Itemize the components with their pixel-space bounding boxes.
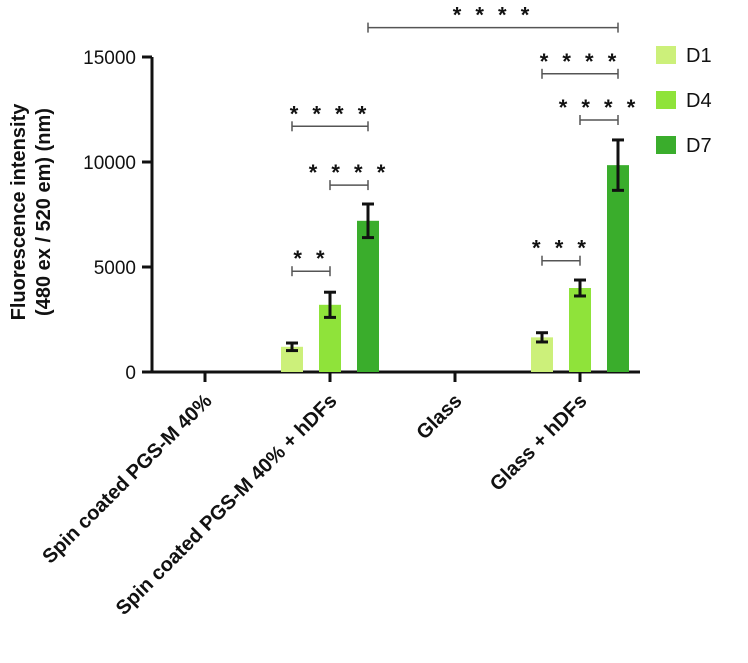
bar [357, 220, 379, 372]
significance-label: * * * [532, 236, 590, 261]
axes [150, 57, 640, 374]
y-ticks: 0 5000 10000 15000 [83, 48, 152, 384]
bar [569, 288, 591, 372]
significance-label: * * [293, 246, 328, 271]
significance-annotations: * ** * * ** * * ** * ** * * ** * * ** * … [290, 3, 640, 277]
significance-label: * * * * [453, 3, 534, 28]
bar [281, 346, 303, 372]
y-axis-label-line1: Fluorescence intensity [8, 103, 30, 321]
legend-label: D1 [686, 45, 712, 67]
y-tick-label: 15000 [83, 48, 136, 69]
y-tick-label: 10000 [83, 153, 136, 174]
legend-swatch [656, 46, 676, 64]
category-labels: Spin coated PGS-M 40%Spin coated PGS-M 4… [38, 390, 591, 620]
y-tick-label: 0 [125, 363, 136, 384]
legend-label: D7 [686, 135, 712, 157]
bar [531, 337, 553, 372]
legend-swatch [656, 136, 676, 154]
significance-label: * * * * [290, 101, 371, 126]
category-label: Spin coated PGS-M 40% + hDFs [112, 390, 342, 620]
y-axis-label-line2: (480 ex / 520 em) (nm) [33, 108, 55, 316]
significance-label: * * * * [309, 160, 390, 185]
category-label: Glass + hDFs [486, 390, 592, 496]
legend: D1 D4 D7 [656, 45, 712, 157]
bars [281, 165, 629, 372]
legend-label: D4 [686, 90, 712, 112]
x-ticks [203, 372, 582, 382]
legend-swatch [656, 91, 676, 109]
y-tick-label: 5000 [94, 258, 136, 279]
y-axis-label: Fluorescence intensity (480 ex / 520 em)… [8, 103, 55, 321]
category-label: Glass [412, 390, 466, 444]
significance-label: * * * * [559, 95, 640, 120]
error-bars [286, 138, 624, 353]
significance-label: * * * * [540, 49, 621, 74]
bar [607, 165, 629, 372]
bar [319, 304, 341, 372]
